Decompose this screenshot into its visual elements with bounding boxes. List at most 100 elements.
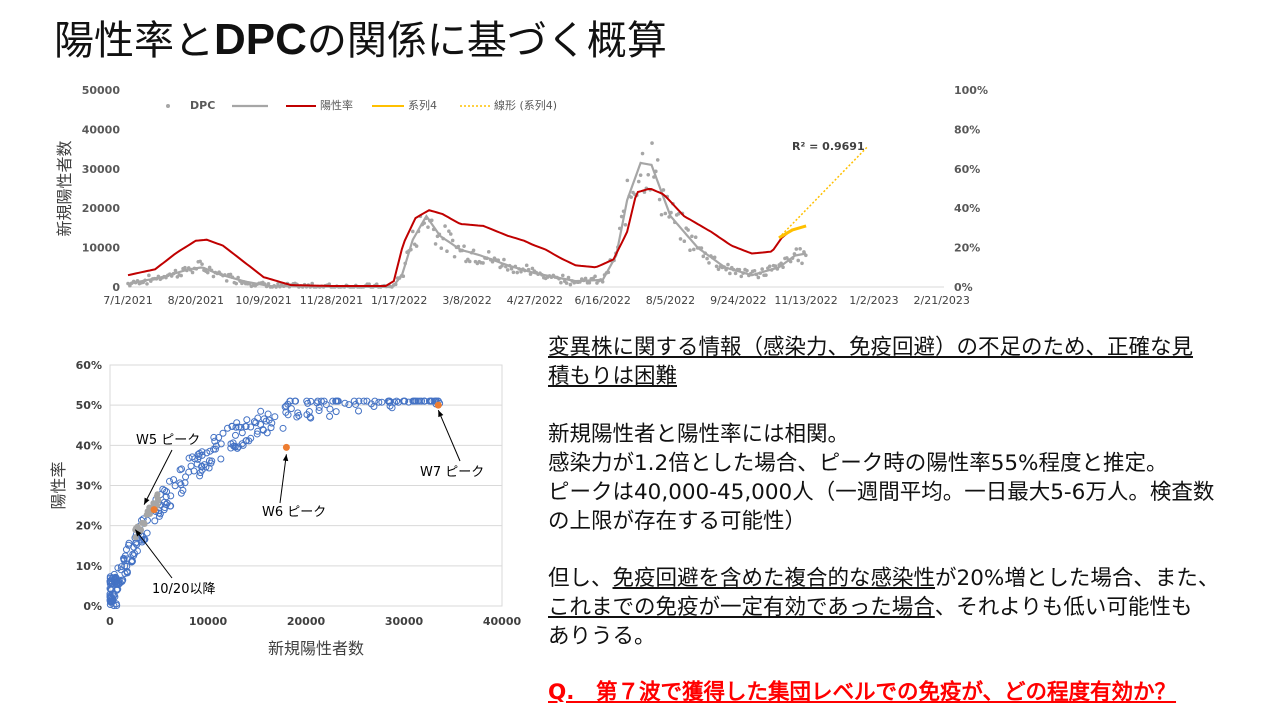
scatter-point [198,448,206,456]
scatter-point [232,423,240,431]
dpc-point [448,232,453,236]
dpc-point [190,270,195,275]
dpc-point [745,268,749,273]
scatter-point [212,442,220,450]
dpc-point [524,263,529,268]
annotation-w7: W7 ピーク [420,465,484,480]
dpc-point [310,281,314,286]
scatter-point [315,407,323,415]
p3-a: 但し、 [548,566,613,591]
dpc-point [147,273,151,278]
scatter-point [405,398,413,406]
dpc-point [629,195,633,199]
scatter-point [190,467,198,475]
y-tick-label: 20000 [82,202,121,215]
p3-c: が20%増とした場合、また、 [935,566,1220,591]
dpc-point [462,244,466,248]
scatter-point [414,397,422,405]
scatter-point [198,466,206,474]
y-tick-label: 30000 [82,163,121,176]
y-axis-title: 新規陽性者数 [55,140,74,236]
dpc-point [800,261,804,266]
scatter-point [112,580,120,588]
x-tick-label: 9/24/2022 [710,294,766,307]
scatter-point [176,466,184,474]
paragraph-1: 変異株に関する情報（感染力、免疫回避）の不足のため、正確な見 積もりは困難 [548,333,1273,391]
scatter-point [205,464,213,472]
scatter-point [170,476,178,484]
dpc-point [587,280,592,285]
dpc-point [686,228,690,232]
scatter-point [110,570,118,578]
scatter-point [227,440,235,448]
x-tick-label: 3/8/2022 [442,294,491,307]
dpc-point [636,179,641,184]
recent-point [141,520,148,527]
scatter-point [233,419,241,427]
scatter-point [206,447,214,455]
scatter-point [388,404,396,412]
scatter-point [394,398,402,406]
y-tick-label: 10000 [82,242,121,255]
dpc-point [707,261,711,265]
x-tick-label: 20000 [287,615,326,628]
scatter-point [267,424,275,432]
scatter-point [352,400,360,408]
scatter-point [390,398,398,406]
scatter-point [130,552,138,560]
paragraph-3: 但し、免疫回避を含めた複合的な感染性が20%増とした場合、また、 これまでの免疫… [548,564,1273,651]
p2-line4: の上限が存在する可能性） [548,509,807,534]
scatter-point [228,422,236,430]
dpc-point [657,197,662,202]
arrow-w7-head [438,410,444,418]
dpc-point [224,279,229,283]
y-tick-label: 20% [76,520,102,533]
arrow-w7 [437,409,461,462]
scatter-point [386,402,394,410]
dpc-point [560,273,565,278]
dpc-point [481,261,485,265]
dpc-point [733,271,738,276]
scatter-point [117,563,125,571]
y-tick-label: 40% [76,439,102,452]
dpc-point [726,262,730,267]
peak-point [282,443,290,451]
scatter-point [117,566,125,574]
arrow-w6-head [282,454,289,462]
p3-d: これまでの免疫が一定有効であった場合 [548,595,935,620]
y-tick-label: 0% [83,600,102,613]
dpc-point [447,229,451,234]
scatter-point [196,472,204,480]
x-axis-title: 新規陽性者数 [268,639,364,658]
scatter-point [332,408,340,416]
dpc-point [655,158,660,162]
dpc-point [663,211,668,216]
dpc-point [530,266,535,271]
scatter-point [326,405,334,413]
recent-point [152,500,159,507]
dpc-point [739,274,744,279]
dpc-point [794,247,799,251]
scatter-point [178,465,186,473]
scatter-point [260,415,268,423]
peak-point [434,401,442,409]
x-tick-label: 10/9/2021 [235,294,291,307]
y2-tick-label: 60% [954,163,980,176]
dpc-point [767,264,772,269]
legend-positivity-label: 陽性率 [320,98,353,112]
scatter-point [375,398,383,406]
dpc-point [728,271,732,276]
scatter-point [286,397,294,405]
scatter-point [107,577,115,585]
scatter-point [421,397,429,405]
y2-tick-label: 100% [954,84,988,97]
dpc-point [276,282,280,286]
scatter-point [247,423,255,431]
legend-dpc-label: DPC [190,99,215,112]
scatter-point [161,486,169,494]
dpc-point [638,173,643,177]
scatter-point [238,429,246,437]
dpc-point [198,259,202,264]
scatter-point [254,427,262,435]
dpc-point [659,212,664,217]
